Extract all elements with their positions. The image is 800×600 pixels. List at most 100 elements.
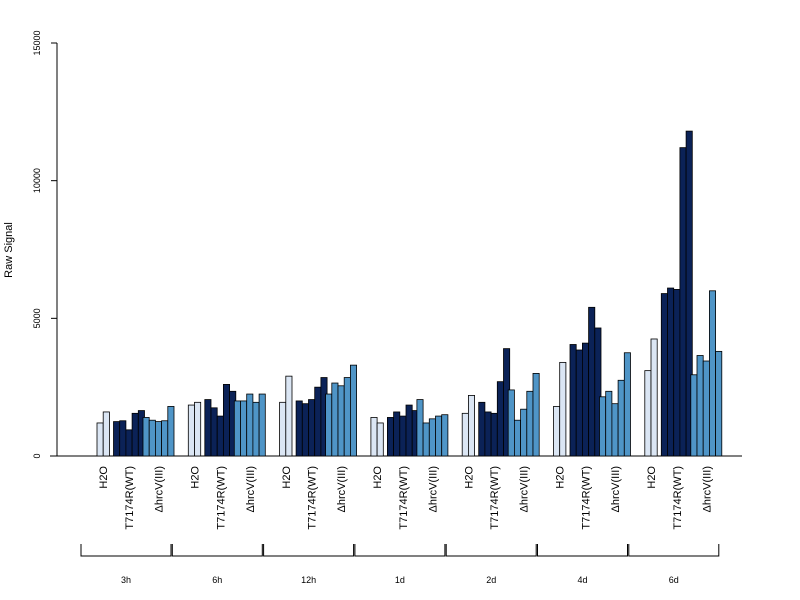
bar-12h-hrcVIII-5 xyxy=(349,364,357,457)
bar-1d-hrcVIII-3 xyxy=(428,418,436,457)
bar-12h-T7174RWT-3 xyxy=(308,399,316,457)
group-label: H2O xyxy=(646,466,658,489)
bar-3h-hrcVIII-4 xyxy=(161,420,169,457)
time-bracket xyxy=(171,544,263,557)
group-label: ΔhrcV(III) xyxy=(154,466,166,512)
bar-12h-T7174RWT-4 xyxy=(314,386,322,457)
time-label: 6d xyxy=(669,575,679,585)
time-bracket xyxy=(445,544,537,557)
y-tick-label: 15000 xyxy=(32,30,42,55)
bar-1d-hrcVIII-2 xyxy=(422,422,430,457)
y-tick-label: 0 xyxy=(32,453,42,458)
group-label: T7174R(WT) xyxy=(124,466,136,530)
bar-12h-hrcVIII-4 xyxy=(343,377,351,457)
group-label: T7174R(WT) xyxy=(307,466,319,530)
time-bracket xyxy=(628,544,720,557)
bar-6d-H2O-1 xyxy=(644,370,652,457)
bar-6d-T7174RWT-3 xyxy=(673,289,681,457)
bar-1d-H2O-1 xyxy=(370,417,378,457)
group-label: ΔhrcV(III) xyxy=(519,466,531,512)
group-label: H2O xyxy=(281,466,293,489)
bar-6d-hrcVIII-4 xyxy=(709,290,717,457)
bar-6h-hrcVIII-5 xyxy=(258,393,266,457)
group-label: H2O xyxy=(372,466,384,489)
group-label: H2O xyxy=(555,466,567,489)
group-label: T7174R(WT) xyxy=(672,466,684,530)
bar-12h-hrcVIII-2 xyxy=(331,382,339,457)
time-bracket xyxy=(263,544,355,557)
bar-2d-H2O-1 xyxy=(461,412,469,457)
bar-4d-T7174RWT-4 xyxy=(588,306,596,457)
group-label: ΔhrcV(III) xyxy=(245,466,257,512)
bar-6h-T7174RWT-2 xyxy=(210,407,218,457)
time-label: 4d xyxy=(577,575,587,585)
bar-4d-T7174RWT-5 xyxy=(594,327,602,457)
bar-4d-H2O-2 xyxy=(559,361,567,457)
bar-12h-H2O-1 xyxy=(279,401,287,457)
bar-6d-T7174RWT-4 xyxy=(679,147,687,457)
time-bracket xyxy=(537,544,628,557)
bar-2d-H2O-2 xyxy=(467,395,475,457)
group-label: H2O xyxy=(190,466,202,489)
bar-6d-hrcVIII-5 xyxy=(715,350,723,457)
bar-4d-hrcVIII-2 xyxy=(605,390,613,457)
time-bracket xyxy=(354,544,446,557)
bar-3h-T7174RWT-3 xyxy=(125,429,133,457)
bar-4d-hrcVIII-3 xyxy=(611,403,619,457)
bar-6d-hrcVIII-3 xyxy=(702,360,710,457)
bar-3h-T7174RWT-2 xyxy=(119,420,127,457)
group-label: T7174R(WT) xyxy=(581,466,593,530)
bar-12h-T7174RWT-1 xyxy=(295,400,303,457)
bar-2d-T7174RWT-3 xyxy=(490,412,498,457)
group-label: ΔhrcV(III) xyxy=(427,466,439,512)
bar-1d-T7174RWT-2 xyxy=(393,411,401,457)
group-label: H2O xyxy=(463,466,475,489)
bar-2d-hrcVIII-4 xyxy=(526,390,534,457)
bar-6h-hrcVIII-4 xyxy=(252,401,260,457)
group-label: ΔhrcV(III) xyxy=(610,466,622,512)
bar-2d-hrcVIII-3 xyxy=(520,408,528,457)
group-label: ΔhrcV(III) xyxy=(336,466,348,512)
bar-3h-H2O-2 xyxy=(102,411,110,457)
bar-6d-hrcVIII-1 xyxy=(690,374,698,457)
bar-1d-T7174RWT-4 xyxy=(405,404,413,457)
bar-4d-T7174RWT-3 xyxy=(582,342,590,457)
time-label: 2d xyxy=(486,575,496,585)
bar-1d-T7174RWT-1 xyxy=(386,417,394,457)
bar-1d-hrcVIII-5 xyxy=(441,414,449,457)
bar-4d-hrcVIII-1 xyxy=(599,396,607,457)
bar-2d-T7174RWT-4 xyxy=(496,381,504,457)
y-axis: 0 5000 10000 15000 xyxy=(32,30,58,459)
bar-6h-H2O-2 xyxy=(194,401,202,457)
bar-12h-T7174RWT-2 xyxy=(301,403,309,457)
bar-1d-T7174RWT-3 xyxy=(399,415,407,457)
bar-3h-hrcVIII-1 xyxy=(142,417,150,457)
group-label: T7174R(WT) xyxy=(489,466,501,530)
bar-6h-hrcVIII-1 xyxy=(233,400,241,457)
bar-12h-H2O-2 xyxy=(285,375,293,457)
bar-4d-T7174RWT-2 xyxy=(575,349,583,457)
bar-6d-hrcVIII-2 xyxy=(696,355,704,457)
bar-3h-hrcVIII-5 xyxy=(167,406,175,457)
y-axis-label: Raw Signal xyxy=(3,222,15,278)
bar-3h-T7174RWT-1 xyxy=(113,421,121,457)
bars xyxy=(96,130,723,457)
bar-3h-hrcVIII-2 xyxy=(148,419,156,457)
group-label: H2O xyxy=(98,466,110,489)
time-brackets: 3h 6h 12h 1d 2d 4d 6d xyxy=(80,544,720,585)
bar-12h-hrcVIII-1 xyxy=(325,393,333,457)
bar-6h-H2O-1 xyxy=(187,404,195,457)
bar-6d-T7174RWT-5 xyxy=(685,130,693,457)
bar-2d-T7174RWT-1 xyxy=(478,401,486,457)
bar-6d-T7174RWT-1 xyxy=(660,293,668,457)
bar-3h-H2O-1 xyxy=(96,422,104,457)
bar-6h-T7174RWT-1 xyxy=(204,399,212,457)
time-label: 6h xyxy=(212,575,222,585)
time-label: 3h xyxy=(121,575,131,585)
bar-3h-T7174RWT-4 xyxy=(131,412,139,457)
bar-6h-T7174RWT-4 xyxy=(222,384,230,457)
bar-1d-hrcVIII-4 xyxy=(435,415,443,457)
bar-2d-hrcVIII-1 xyxy=(507,389,515,457)
group-label: T7174R(WT) xyxy=(398,466,410,530)
